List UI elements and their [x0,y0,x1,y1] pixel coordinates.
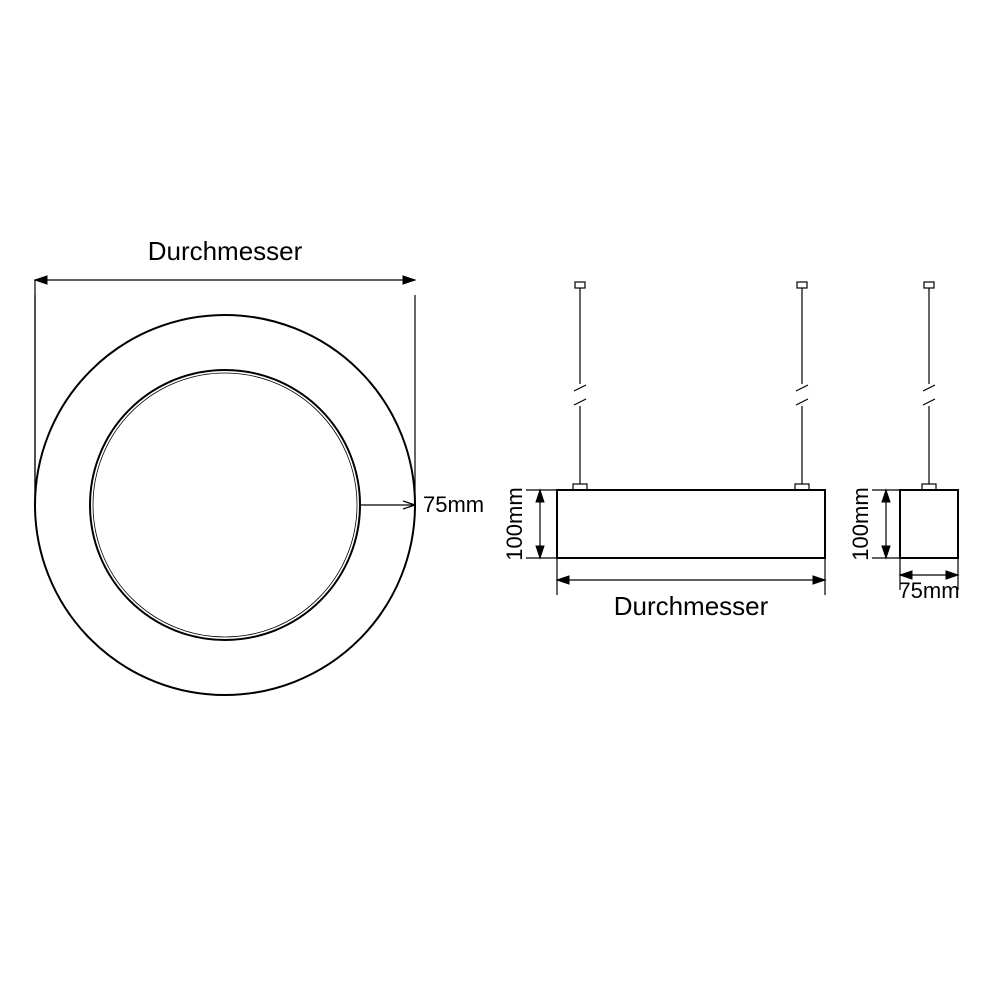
side-height-label: 100mm [848,487,873,560]
side-width-label: 75mm [898,578,959,603]
technical-drawing: Durchmesser 75mm Durchmesser 100mm 100mm 75mm [0,0,1000,1000]
front-width-label: Durchmesser [614,591,769,621]
diameter-label: Durchmesser [148,236,303,266]
ring-thickness-label: 75mm [423,492,484,517]
front-height-label: 100mm [502,487,527,560]
